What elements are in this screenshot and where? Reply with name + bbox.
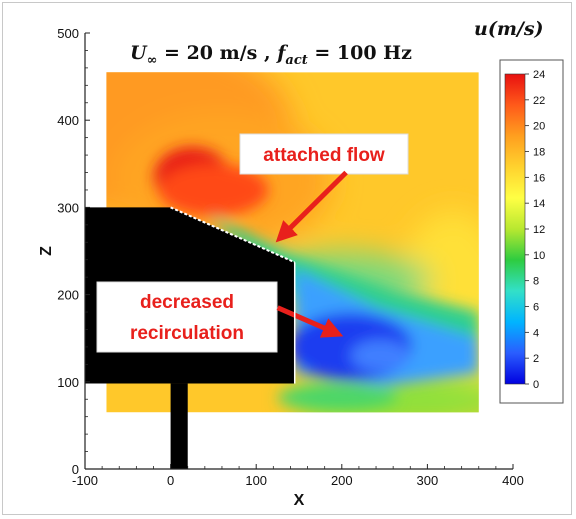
y-tick-label: 400 <box>57 113 79 128</box>
attached-flow-label-box <box>239 133 409 175</box>
colorbar-tick-label: 24 <box>533 69 545 81</box>
attached-flow-label: attached flow <box>263 145 385 166</box>
colorbar-tick-label: 0 <box>533 379 539 391</box>
support-strut <box>170 383 188 469</box>
colorbar-label: u(m/s) <box>474 18 544 40</box>
x-tick-label: 100 <box>245 473 267 488</box>
y-tick-label: 500 <box>57 26 79 41</box>
colorbar-tick-label: 8 <box>533 276 539 288</box>
x-tick-label: -100 <box>72 473 98 488</box>
recirculation-label-box <box>96 281 278 353</box>
colorbar-tick-label: 16 <box>533 172 545 184</box>
high-velocity-zone <box>158 163 269 216</box>
colorbar-tick-label: 4 <box>533 327 539 339</box>
annotations: attached flow decreased recirculation <box>96 133 409 353</box>
chart-title: U∞ = 20 m/s , fact = 100 Hz <box>130 42 412 68</box>
colorbar-tick-label: 14 <box>533 198 545 210</box>
y-axis-label: Z <box>38 246 55 256</box>
actuator-edge <box>170 206 296 264</box>
x-tick-label: 200 <box>331 473 353 488</box>
colorbar-tick-label: 22 <box>533 95 545 107</box>
x-axis-label: X <box>294 492 305 509</box>
colorbar <box>504 73 526 385</box>
recirculation-label-line1: decreased <box>140 292 234 313</box>
recirculation-label-line2: recirculation <box>130 323 244 344</box>
y-tick-label: 200 <box>57 288 79 303</box>
y-tick-label: 300 <box>57 200 79 215</box>
field-detail-layer <box>154 146 479 410</box>
recirculation-inner <box>350 339 411 372</box>
x-tick-label: 0 <box>167 473 174 488</box>
colorbar-tick-label: 20 <box>533 121 545 133</box>
colorbar-tick-label: 10 <box>533 250 545 262</box>
figure-frame <box>2 2 572 515</box>
recirculation-arrow <box>276 305 344 338</box>
colorbar-tick-label: 2 <box>533 353 539 365</box>
y-tick-label: 100 <box>57 375 79 390</box>
colorbar-tick-label: 12 <box>533 224 545 236</box>
shear-layer <box>204 211 479 339</box>
attached-flow-arrow <box>275 170 348 243</box>
y-tick-label: 0 <box>72 462 79 477</box>
x-tick-label: 400 <box>502 473 524 488</box>
x-tick-label: 300 <box>417 473 439 488</box>
bottom-shear <box>277 385 398 410</box>
colorbar-tick-label: 6 <box>533 302 539 314</box>
colorbar-tick-label: 18 <box>533 147 545 159</box>
